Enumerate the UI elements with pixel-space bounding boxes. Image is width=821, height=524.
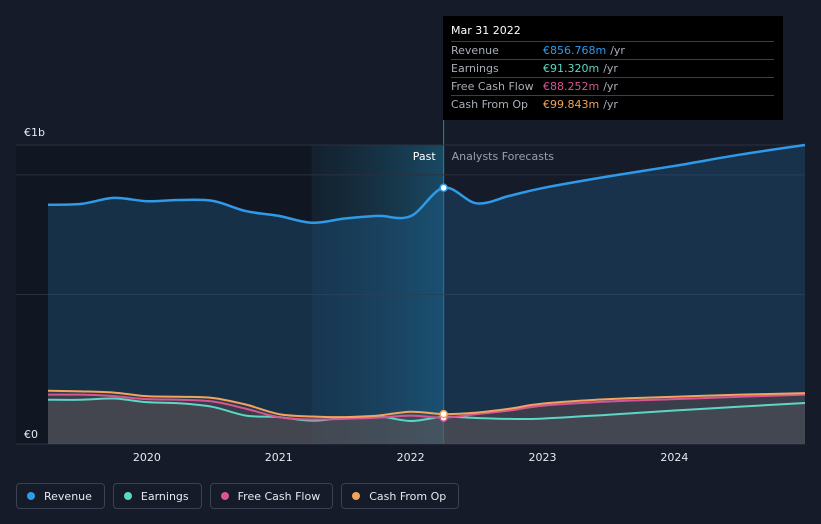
- legend-label: Revenue: [44, 489, 92, 503]
- legend-item-earnings[interactable]: Earnings: [112, 483, 202, 509]
- legend-label: Earnings: [140, 489, 189, 503]
- revenue-line: [47, 143, 806, 224]
- tooltip-series-value: €91.320m: [543, 62, 600, 75]
- legend-dot-icon: [220, 492, 229, 500]
- tooltip-series-name: Free Cash Flow: [451, 80, 534, 93]
- tooltip-series-name: Earnings: [451, 62, 499, 75]
- tooltip-unit: /yr: [603, 80, 618, 93]
- tooltip-series-value: €99.843m: [543, 98, 600, 111]
- y-tick-label: €0: [24, 428, 38, 441]
- legend-dot-icon: [27, 492, 35, 500]
- legend-label: Free Cash Flow: [237, 489, 321, 503]
- x-tick-label: 2024: [660, 451, 688, 464]
- tooltip-unit: /yr: [603, 62, 618, 75]
- revenue-marker: [439, 183, 448, 193]
- tooltip-unit: /yr: [610, 44, 625, 57]
- tooltip-row: Revenue €856.768m/yr: [451, 41, 774, 59]
- tooltip-series-value: €88.252m: [543, 80, 600, 93]
- tooltip-row: Free Cash Flow €88.252m/yr: [451, 77, 774, 95]
- cash-from-op-line: [47, 389, 806, 419]
- legend-item-cash-from-op[interactable]: Cash From Op: [341, 483, 460, 509]
- legend-item-free-cash-flow[interactable]: Free Cash Flow: [209, 483, 334, 509]
- hover-tooltip: Mar 31 2022 Revenue €856.768m/yr Earnings €…: [443, 16, 783, 120]
- cash-from-op-marker: [439, 409, 448, 419]
- axis-labels: €0 €1b 2020 2021 2022 2023 2024 Past Analysts Fo…: [24, 126, 688, 464]
- tooltip-series-value: €856.768m: [543, 44, 607, 57]
- tooltip-series-name: Revenue: [451, 44, 499, 57]
- legend-dot-icon: [352, 492, 361, 500]
- tooltip-row: Earnings €91.320m/yr: [451, 59, 774, 77]
- past-label: Past: [413, 150, 437, 163]
- grid-lines: [16, 144, 805, 445]
- x-tick-label: 2022: [397, 451, 425, 464]
- x-tick-label: 2021: [265, 451, 293, 464]
- free-cash-flow-line: [47, 393, 806, 421]
- legend-item-revenue[interactable]: Revenue: [16, 483, 105, 509]
- x-tick-label: 2023: [529, 451, 557, 464]
- chart-legend: Revenue Earnings Free Cash Flow Cash From O…: [16, 483, 460, 509]
- legend-dot-icon: [123, 492, 132, 500]
- highlight-markers: [439, 183, 448, 422]
- legend-label: Cash From Op: [369, 489, 447, 503]
- tooltip-series-name: Cash From Op: [451, 98, 529, 111]
- y-tick-label: €1b: [24, 126, 45, 139]
- series-lines: [47, 143, 806, 422]
- revenue-area: [48, 145, 805, 444]
- earnings-area: [48, 398, 805, 444]
- x-tick-label: 2020: [133, 451, 161, 464]
- tooltip-rows: Revenue €856.768m/yr Earnings €91.320m/yr Fr…: [451, 41, 775, 113]
- tooltip-row: Cash From Op €99.843m/yr: [451, 95, 774, 113]
- forecast-label: Analysts Forecasts: [452, 150, 555, 163]
- tooltip-date: Mar 31 2022: [451, 24, 521, 37]
- tooltip-unit: /yr: [603, 98, 618, 111]
